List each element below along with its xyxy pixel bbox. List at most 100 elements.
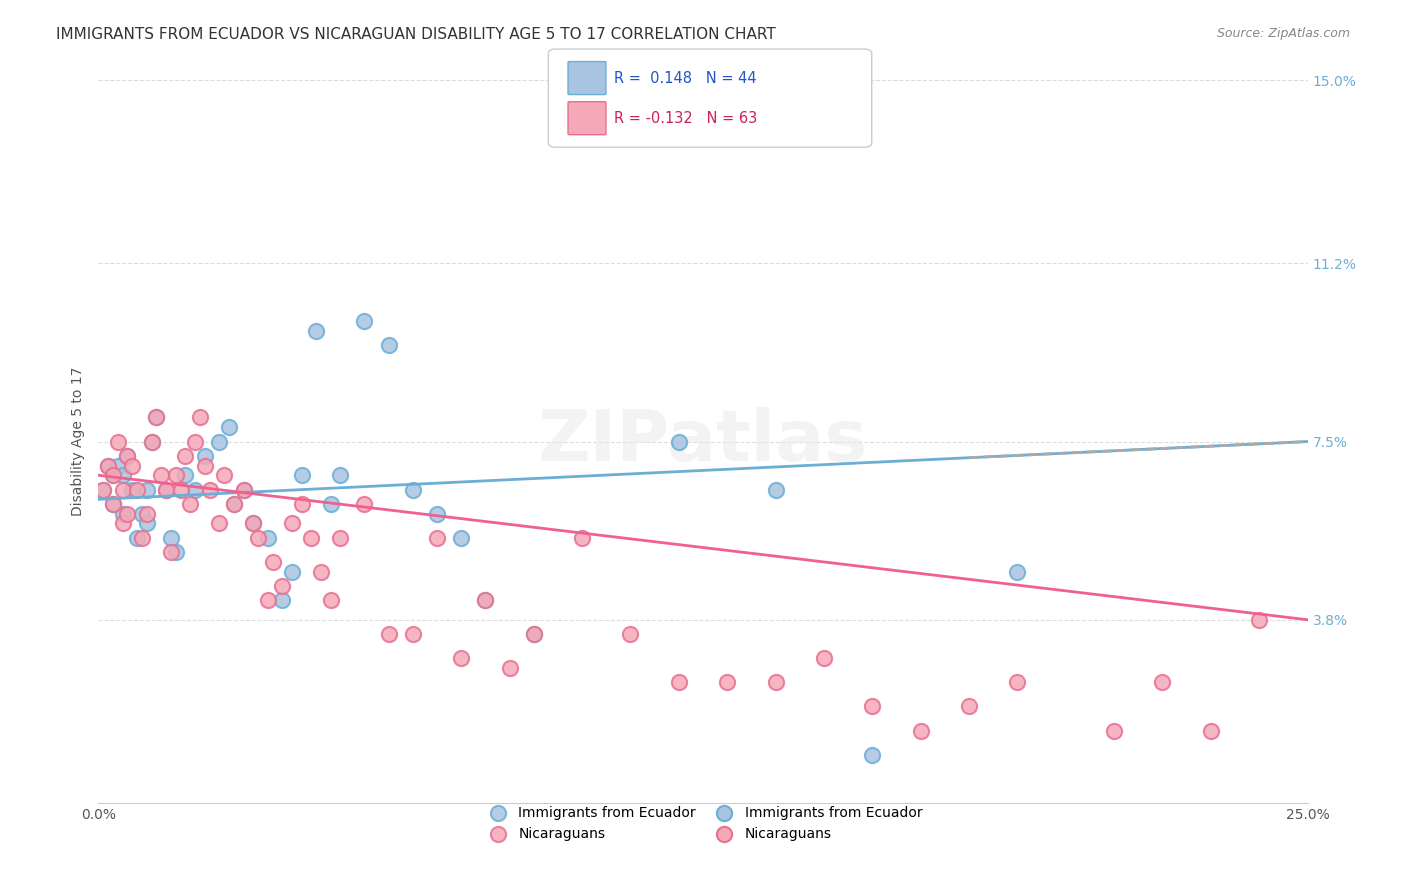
Nicaraguans	[184, 434, 207, 449]
Immigrants from Ecuador	[174, 468, 197, 483]
Nicaraguans	[101, 497, 124, 511]
Nicaraguans	[813, 651, 835, 665]
Y-axis label: Disability Age 5 to 17: Disability Age 5 to 17	[70, 367, 84, 516]
Nicaraguans	[1199, 723, 1222, 738]
Nicaraguans	[450, 651, 472, 665]
Nicaraguans	[150, 468, 173, 483]
Immigrants from Ecuador	[97, 458, 120, 473]
Text: IMMIGRANTS FROM ECUADOR VS NICARAGUAN DISABILITY AGE 5 TO 17 CORRELATION CHART: IMMIGRANTS FROM ECUADOR VS NICARAGUAN DI…	[56, 27, 776, 42]
Nicaraguans	[135, 507, 157, 521]
Nicaraguans	[1007, 675, 1029, 690]
Immigrants from Ecuador	[107, 458, 129, 473]
Nicaraguans	[402, 627, 425, 641]
Immigrants from Ecuador	[135, 516, 157, 531]
Nicaraguans	[242, 516, 264, 531]
Immigrants from Ecuador	[117, 449, 139, 463]
Immigrants from Ecuador	[222, 497, 245, 511]
Nicaraguans	[107, 434, 129, 449]
Nicaraguans	[247, 531, 270, 545]
Nicaraguans	[860, 699, 883, 714]
Nicaraguans	[1102, 723, 1125, 738]
Immigrants from Ecuador	[281, 565, 304, 579]
Nicaraguans	[910, 723, 932, 738]
Immigrants from Ecuador	[135, 483, 157, 497]
Nicaraguans	[222, 497, 245, 511]
Immigrants from Ecuador	[232, 483, 254, 497]
Nicaraguans	[208, 516, 231, 531]
Nicaraguans	[1152, 675, 1174, 690]
Immigrants from Ecuador	[426, 507, 449, 521]
Nicaraguans	[523, 627, 546, 641]
Nicaraguans	[957, 699, 980, 714]
Immigrants from Ecuador	[194, 449, 217, 463]
Immigrants from Ecuador	[377, 338, 399, 352]
Nicaraguans	[141, 434, 163, 449]
Text: Source: ZipAtlas.com: Source: ZipAtlas.com	[1216, 27, 1350, 40]
Immigrants from Ecuador	[271, 593, 294, 607]
Nicaraguans	[281, 516, 304, 531]
Immigrants from Ecuador	[402, 483, 425, 497]
Immigrants from Ecuador	[860, 747, 883, 762]
Immigrants from Ecuador	[184, 483, 207, 497]
Immigrants from Ecuador	[218, 420, 240, 434]
Nicaraguans	[131, 531, 153, 545]
Nicaraguans	[765, 675, 787, 690]
Immigrants from Ecuador	[145, 410, 167, 425]
Nicaraguans	[174, 449, 197, 463]
Nicaraguans	[91, 483, 114, 497]
Immigrants from Ecuador	[319, 497, 342, 511]
Immigrants from Ecuador	[127, 531, 149, 545]
Immigrants from Ecuador	[1007, 565, 1029, 579]
Immigrants from Ecuador	[160, 531, 183, 545]
Nicaraguans	[716, 675, 738, 690]
Text: R = -0.132   N = 63: R = -0.132 N = 63	[614, 112, 758, 126]
Nicaraguans	[160, 545, 183, 559]
Nicaraguans	[262, 555, 284, 569]
Immigrants from Ecuador	[256, 531, 278, 545]
Immigrants from Ecuador	[474, 593, 496, 607]
Nicaraguans	[299, 531, 322, 545]
Immigrants from Ecuador	[242, 516, 264, 531]
Nicaraguans	[329, 531, 352, 545]
Nicaraguans	[179, 497, 201, 511]
Immigrants from Ecuador	[668, 434, 690, 449]
Nicaraguans	[474, 593, 496, 607]
Nicaraguans	[256, 593, 278, 607]
Nicaraguans	[97, 458, 120, 473]
Immigrants from Ecuador	[121, 483, 143, 497]
Nicaraguans	[127, 483, 149, 497]
Immigrants from Ecuador	[101, 468, 124, 483]
Immigrants from Ecuador	[290, 468, 312, 483]
Immigrants from Ecuador	[155, 483, 177, 497]
Nicaraguans	[198, 483, 221, 497]
Nicaraguans	[111, 516, 134, 531]
Nicaraguans	[319, 593, 342, 607]
Nicaraguans	[309, 565, 332, 579]
Immigrants from Ecuador	[165, 545, 187, 559]
Nicaraguans	[1249, 613, 1271, 627]
Nicaraguans	[155, 483, 177, 497]
Immigrants from Ecuador	[765, 483, 787, 497]
Immigrants from Ecuador	[131, 507, 153, 521]
Nicaraguans	[212, 468, 235, 483]
Nicaraguans	[668, 675, 690, 690]
Nicaraguans	[117, 507, 139, 521]
Nicaraguans	[111, 483, 134, 497]
Text: ZIPatlas: ZIPatlas	[538, 407, 868, 476]
Legend: Immigrants from Ecuador, Nicaraguans, Immigrants from Ecuador, Nicaraguans: Immigrants from Ecuador, Nicaraguans, Im…	[478, 800, 928, 847]
Immigrants from Ecuador	[329, 468, 352, 483]
Immigrants from Ecuador	[208, 434, 231, 449]
Immigrants from Ecuador	[305, 324, 328, 338]
Nicaraguans	[194, 458, 217, 473]
Text: R =  0.148   N = 44: R = 0.148 N = 44	[614, 71, 756, 86]
Nicaraguans	[619, 627, 641, 641]
Immigrants from Ecuador	[523, 627, 546, 641]
Nicaraguans	[377, 627, 399, 641]
Nicaraguans	[290, 497, 312, 511]
Nicaraguans	[145, 410, 167, 425]
Nicaraguans	[121, 458, 143, 473]
Nicaraguans	[571, 531, 593, 545]
Nicaraguans	[271, 579, 294, 593]
Nicaraguans	[426, 531, 449, 545]
Nicaraguans	[232, 483, 254, 497]
